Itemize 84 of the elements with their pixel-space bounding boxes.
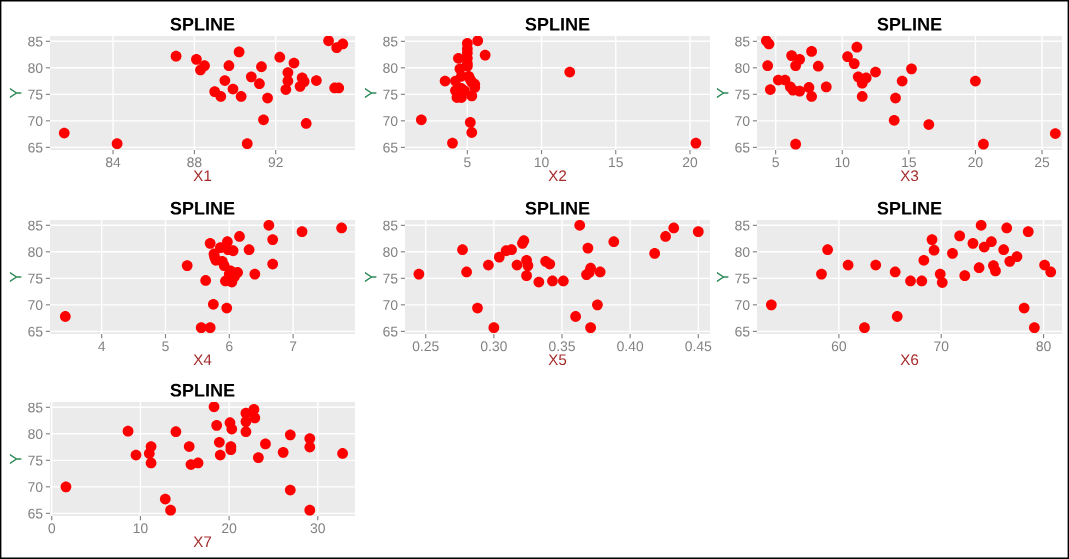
- x-tick-label: 84: [105, 157, 121, 168]
- x-axis-title: X5: [548, 354, 567, 366]
- y-tick-label: 65: [28, 326, 43, 337]
- y-tick-label: 80: [28, 247, 43, 257]
- x-tick-label: 70: [934, 341, 949, 352]
- y-tick-label: 80: [28, 429, 43, 439]
- x-tick-label: 30: [310, 523, 325, 534]
- chart-title: SPLINE: [170, 201, 235, 215]
- x-axis-title: X6: [900, 354, 919, 366]
- y-tick-label: 70: [28, 116, 43, 127]
- y-tick-label: 85: [383, 220, 398, 231]
- y-axis-title: Y: [9, 271, 22, 283]
- chart-title: SPLINE: [525, 201, 590, 215]
- x-tick-label: 88: [187, 157, 202, 168]
- y-tick-label: 75: [383, 89, 398, 100]
- y-tick-label: 75: [735, 273, 750, 284]
- y-tick-label: 70: [383, 300, 398, 311]
- y-tick-label: 75: [28, 273, 43, 284]
- x-tick-label: 5: [464, 157, 471, 168]
- y-axis-title: Y: [716, 271, 729, 283]
- y-tick-label: 75: [28, 89, 43, 100]
- y-tick-label: 65: [383, 326, 398, 337]
- y-tick-label: 75: [383, 273, 398, 284]
- x-axis-title: X4: [193, 354, 212, 365]
- chart-title: SPLINE: [877, 17, 942, 31]
- y-tick-label: 80: [735, 247, 750, 257]
- y-tick-label: 85: [735, 36, 750, 47]
- x-tick-label: 25: [1035, 157, 1050, 168]
- x-tick-label: 0.35: [549, 341, 575, 352]
- chart-title: SPLINE: [170, 17, 235, 31]
- x-tick-label: 7: [289, 341, 297, 352]
- x-axis-title: X3: [900, 170, 919, 182]
- y-tick-label: 80: [383, 247, 398, 257]
- x-tick-label: 0: [48, 523, 56, 534]
- y-axis-title: Y: [9, 453, 22, 465]
- y-tick-label: 75: [735, 89, 750, 100]
- x-axis-title: X1: [193, 170, 212, 181]
- y-tick-label: 70: [28, 300, 43, 311]
- y-tick-label: 85: [28, 220, 43, 231]
- y-tick-label: 70: [735, 300, 750, 311]
- y-tick-label: 65: [735, 326, 750, 337]
- y-tick-label: 85: [383, 36, 398, 47]
- y-axis-title: Y: [716, 87, 729, 99]
- x-tick-label: 4: [98, 341, 106, 352]
- x-tick-label: 5: [162, 341, 169, 352]
- x-tick-label: 20: [682, 157, 698, 168]
- x-tick-label: 20: [968, 157, 983, 168]
- x-tick-label: 5: [772, 157, 779, 168]
- x-tick-label: 0.40: [617, 341, 644, 352]
- x-tick-label: 0.25: [412, 341, 439, 352]
- y-tick-label: 65: [383, 142, 398, 153]
- y-tick-label: 70: [735, 116, 750, 127]
- x-axis-title: X2: [548, 170, 567, 181]
- y-axis-title: Y: [364, 271, 377, 283]
- y-axis-title: Y: [9, 87, 22, 99]
- chart-title: SPLINE: [877, 201, 942, 215]
- x-tick-label: 60: [831, 341, 847, 352]
- y-tick-label: 80: [383, 63, 398, 73]
- x-tick-label: 0.30: [480, 341, 507, 352]
- y-tick-label: 65: [28, 508, 43, 519]
- x-tick-label: 20: [222, 523, 237, 534]
- x-tick-label: 10: [835, 157, 850, 168]
- y-tick-label: 80: [28, 63, 43, 73]
- y-tick-label: 75: [28, 455, 43, 466]
- chart-title: SPLINE: [525, 17, 590, 31]
- x-tick-label: 92: [268, 157, 283, 168]
- y-tick-label: 80: [735, 63, 750, 73]
- x-tick-label: 6: [226, 341, 233, 352]
- y-tick-label: 70: [28, 482, 43, 493]
- y-axis-title: Y: [364, 87, 377, 99]
- x-tick-label: 80: [1036, 341, 1051, 352]
- x-tick-label: 10: [534, 157, 549, 168]
- chart-title: SPLINE: [170, 383, 235, 397]
- y-tick-label: 65: [28, 142, 43, 153]
- y-tick-label: 85: [28, 36, 43, 47]
- y-tick-label: 85: [28, 402, 43, 413]
- x-tick-label: 10: [133, 523, 148, 534]
- y-tick-label: 85: [735, 220, 750, 231]
- x-axis-title: X7: [193, 536, 212, 547]
- y-tick-label: 65: [735, 142, 750, 153]
- x-tick-label: 15: [902, 157, 916, 168]
- x-tick-label: 0.45: [685, 341, 712, 352]
- x-tick-label: 15: [609, 157, 623, 168]
- y-tick-label: 70: [383, 116, 398, 127]
